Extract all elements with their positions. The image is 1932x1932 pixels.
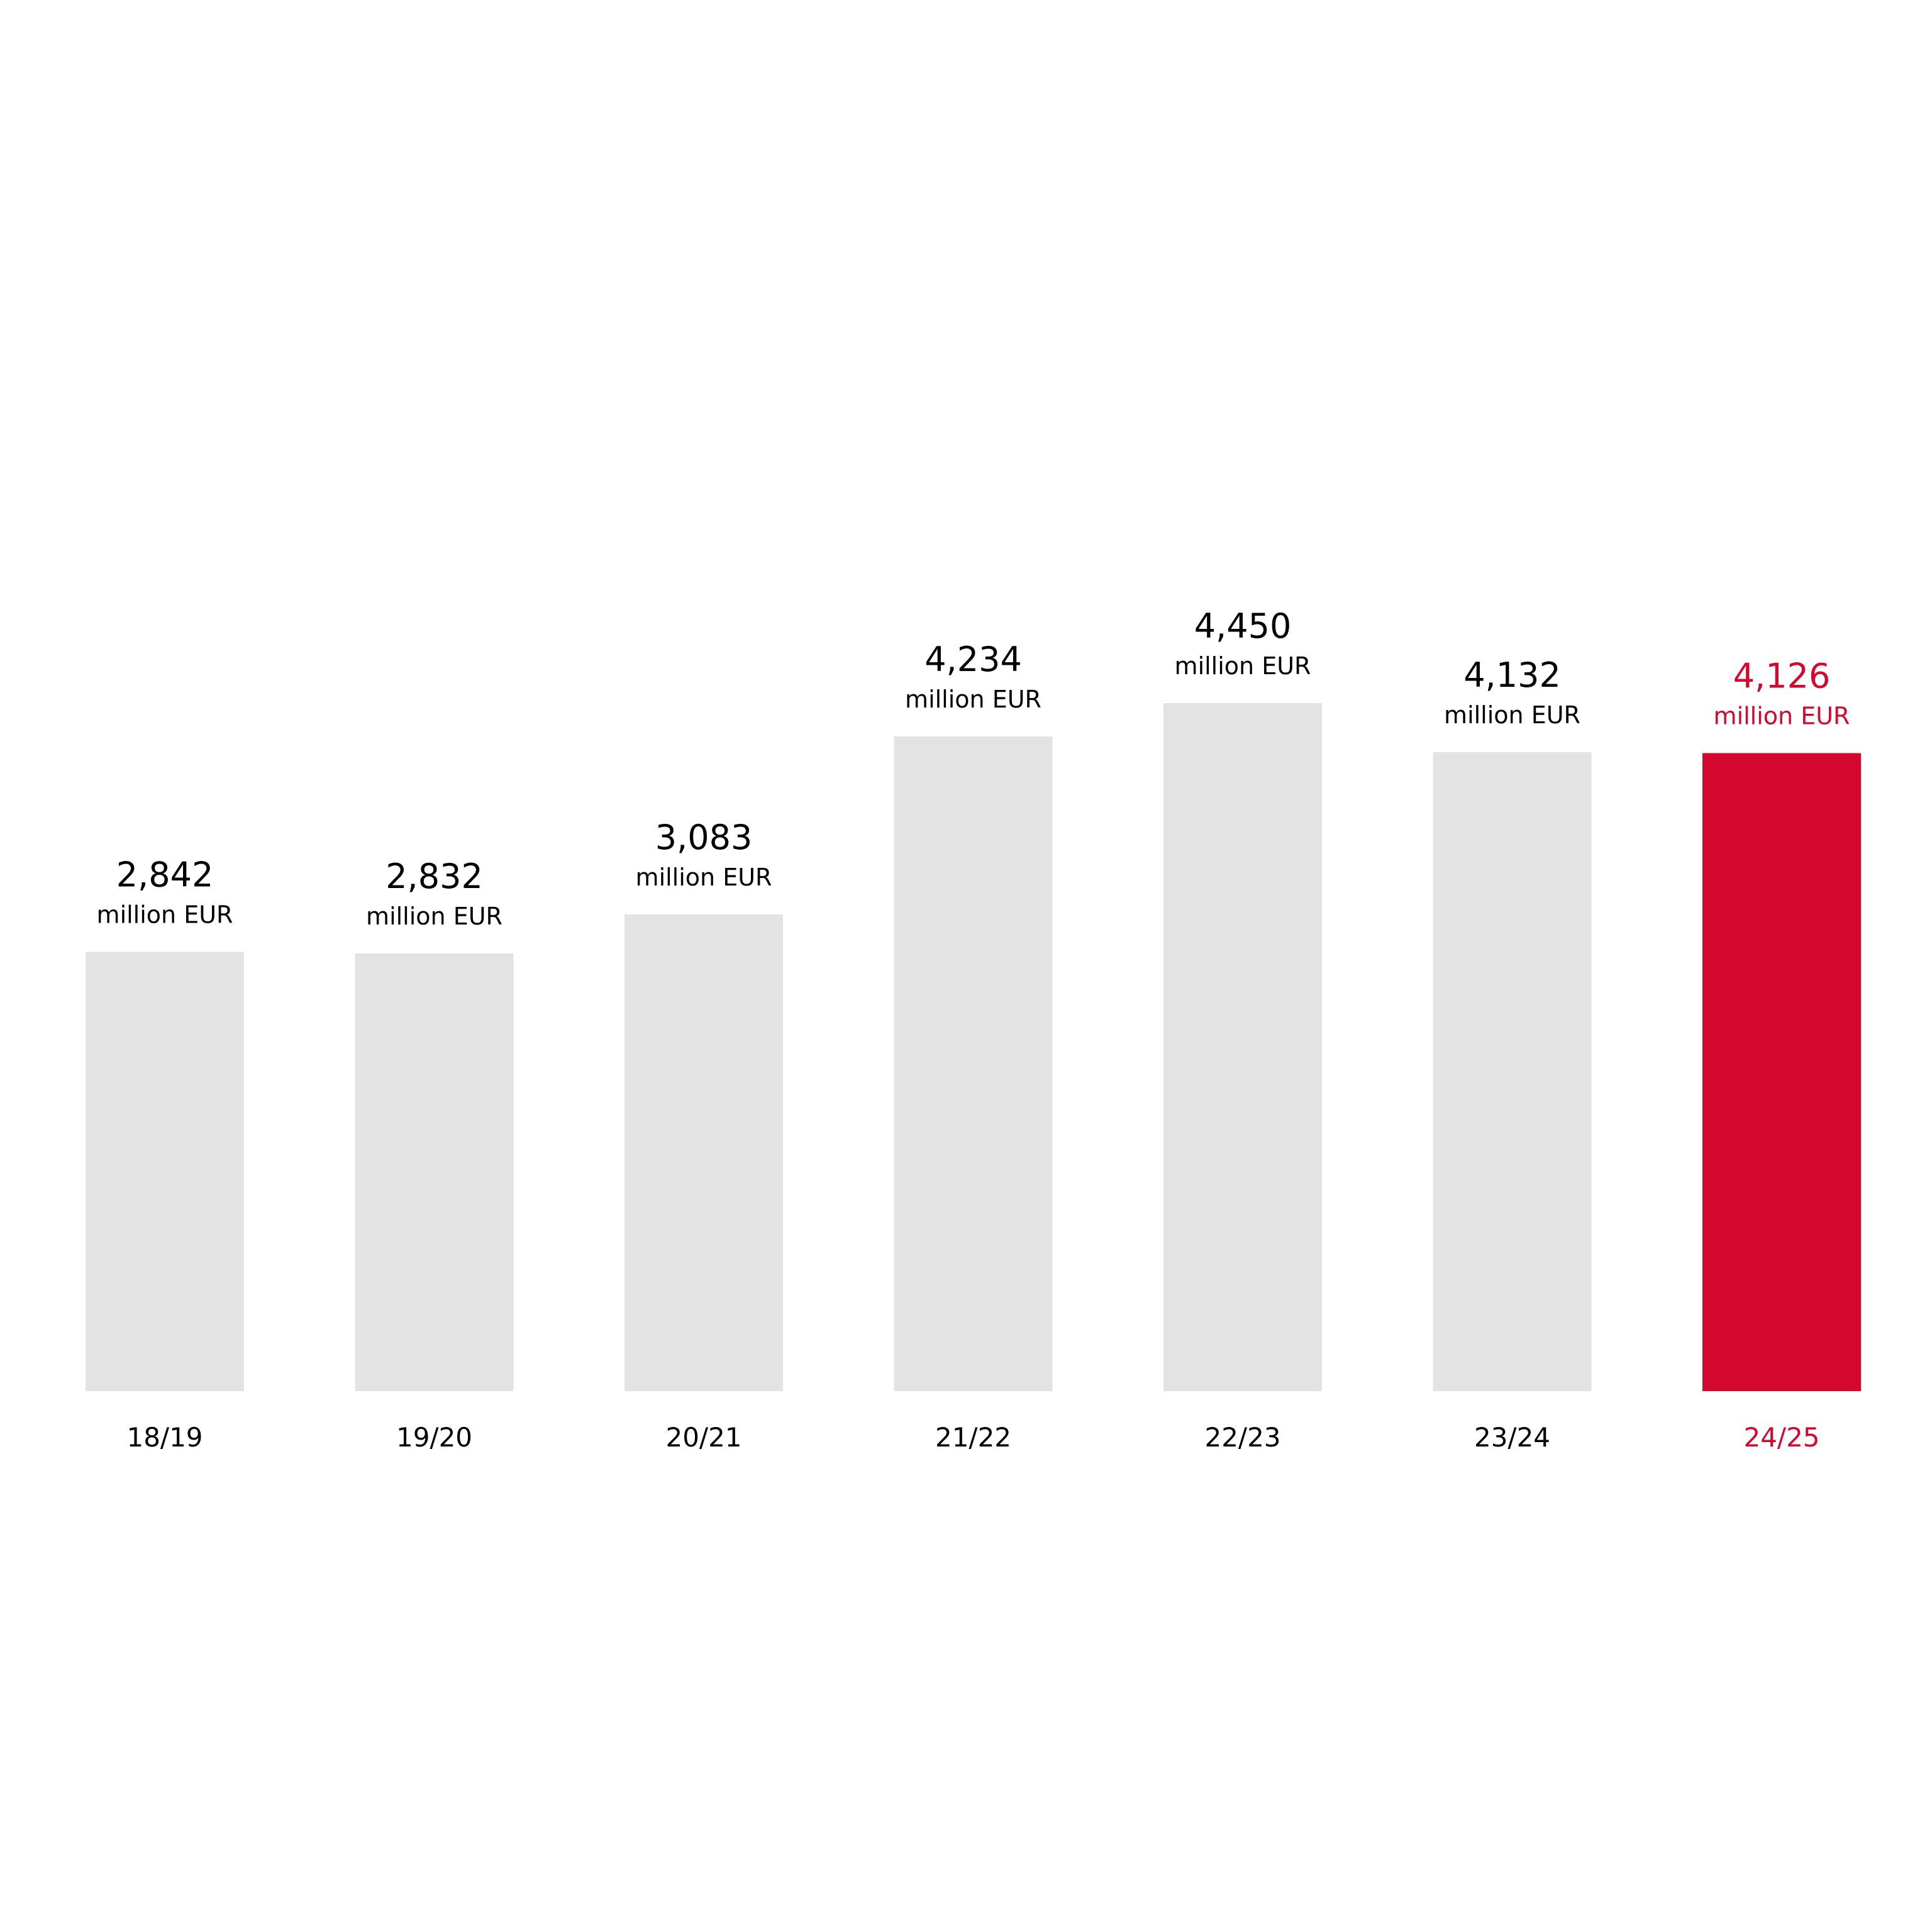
- bar-19-20: [355, 953, 514, 1391]
- unit-label: million EUR: [97, 901, 233, 928]
- value-label: 4,132: [1463, 655, 1561, 695]
- category-label: 19/20: [396, 1422, 472, 1453]
- value-label: 2,842: [116, 855, 214, 894]
- unit-label: million EUR: [1444, 701, 1580, 729]
- category-label: 22/23: [1204, 1422, 1280, 1453]
- unit-label: million EUR: [1175, 652, 1311, 680]
- bar-21-22: [894, 736, 1053, 1391]
- category-label: 21/22: [935, 1422, 1011, 1453]
- unit-label: million EUR: [905, 686, 1041, 713]
- bar-22-23: [1163, 703, 1322, 1391]
- value-labels-group: 2,842 million EUR 2,832 million EUR 3,083 mil…: [97, 606, 1850, 930]
- category-label: 24/25: [1743, 1422, 1819, 1453]
- unit-label: million EUR: [636, 863, 772, 891]
- value-label: 4,126: [1733, 657, 1831, 696]
- unit-label: million EUR: [1714, 702, 1850, 730]
- bar-20-21: [625, 914, 783, 1391]
- category-label: 23/24: [1474, 1422, 1550, 1453]
- bars-group: [86, 703, 1861, 1391]
- bar-24-25: [1702, 753, 1861, 1391]
- bar-18-19: [86, 952, 244, 1391]
- value-label: 4,450: [1194, 606, 1292, 646]
- bar-23-24: [1433, 752, 1592, 1391]
- value-label: 4,234: [924, 640, 1022, 679]
- unit-label: million EUR: [366, 902, 502, 930]
- value-label: 2,832: [386, 857, 483, 896]
- category-label: 18/19: [126, 1422, 203, 1453]
- value-label: 3,083: [655, 818, 753, 857]
- category-labels-group: 18/19 19/20 20/21 21/22 22/23 23/24 24/25: [126, 1422, 1819, 1453]
- category-label: 20/21: [665, 1422, 741, 1453]
